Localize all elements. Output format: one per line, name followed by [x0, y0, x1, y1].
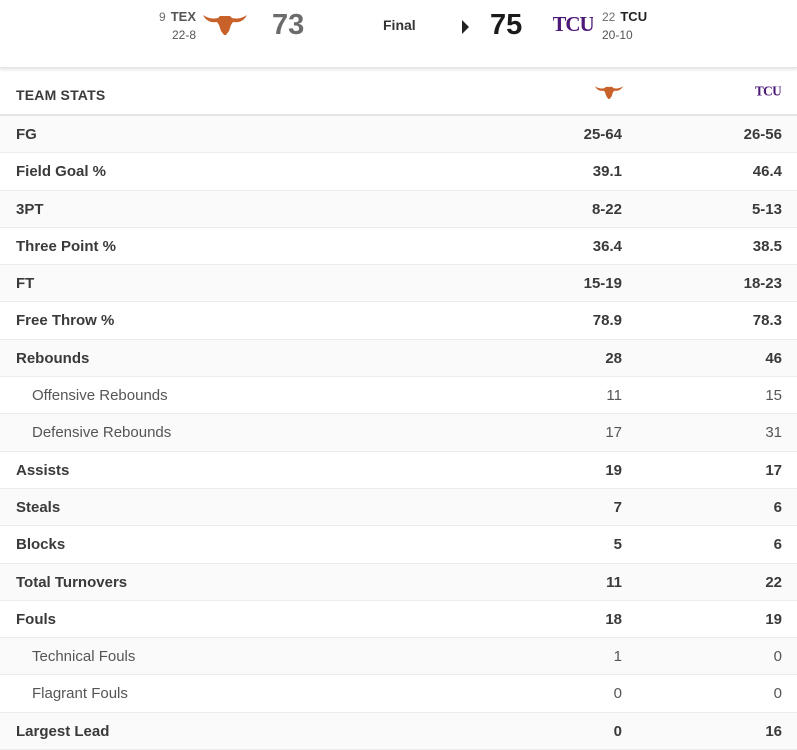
table-row: Flagrant Fouls 0 0 — [0, 675, 797, 713]
team-stats-table: TEAM STATS TCU FG 25-64 26-56 Field Goal % 3… — [0, 72, 797, 750]
stat-label: Free Throw % — [16, 312, 115, 330]
home-team-score: 75 — [490, 9, 523, 41]
away-stat-value: 78.9 — [592, 312, 622, 330]
table-header: TEAM STATS TCU — [0, 72, 797, 116]
away-stat-value: 11 — [606, 573, 622, 591]
stat-label: Three Point % — [16, 237, 117, 255]
away-stat-value: 7 — [613, 498, 622, 516]
scoreboard-header: 9 TEX 22-8 73 Final 75 TCU 22 TCU 20-10 — [0, 0, 797, 68]
away-stat-value: 1 — [613, 648, 622, 666]
away-stat-value: 36.4 — [592, 237, 622, 255]
home-stat-value: 0 — [773, 685, 782, 703]
away-stat-value: 28 — [605, 349, 622, 367]
home-stat-value: 18-23 — [743, 275, 782, 293]
away-team-record: 22-8 — [171, 28, 196, 42]
stat-label: Technical Fouls — [32, 648, 136, 666]
home-stat-value: 26-56 — [743, 126, 782, 143]
away-stat-value: 5 — [613, 536, 622, 554]
table-row: Total Turnovers 11 22 — [0, 563, 797, 601]
home-stat-value: 22 — [765, 573, 782, 591]
game-status: Final — [383, 17, 416, 33]
away-stat-value: 39.1 — [592, 163, 622, 181]
longhorn-icon — [595, 86, 623, 99]
table-row: Fouls 18 19 — [0, 601, 797, 639]
home-stat-value: 6 — [773, 536, 782, 554]
table-row: Free Throw % 78.9 78.3 — [0, 302, 797, 340]
stat-label: 3PT — [16, 200, 44, 218]
table-row: Three Point % 36.4 38.5 — [0, 228, 797, 266]
home-team-rank: 22 — [602, 10, 616, 24]
stats-rows: FG 25-64 26-56 Field Goal % 39.1 46.4 3PT 8-22 5… — [0, 116, 797, 750]
table-row: FT 15-19 18-23 — [0, 265, 797, 303]
away-stat-value: 0 — [613, 722, 622, 740]
stat-label: Rebounds — [16, 349, 90, 367]
table-row: Assists 19 17 — [0, 452, 797, 489]
home-stat-value: 17 — [765, 461, 782, 479]
home-stat-value: 16 — [765, 722, 782, 740]
away-stat-value: 11 — [606, 387, 622, 405]
home-team-record: 20-10 — [602, 28, 633, 42]
away-team-score: 73 — [272, 9, 305, 41]
svg-text:TCU: TCU — [553, 13, 593, 35]
svg-text:TCU: TCU — [755, 84, 781, 98]
home-stat-value: 0 — [773, 648, 782, 666]
away-stat-value: 0 — [613, 685, 622, 703]
winner-arrow-icon — [462, 20, 469, 34]
stat-label: Defensive Rebounds — [32, 424, 172, 442]
home-stat-value: 31 — [765, 424, 782, 442]
stat-label: FG — [16, 126, 37, 143]
stat-label: Field Goal % — [16, 163, 107, 181]
stat-label: FT — [16, 275, 35, 293]
away-stat-value: 18 — [605, 610, 622, 628]
home-stat-value: 46 — [765, 349, 782, 367]
home-team-abbr[interactable]: TCU — [620, 9, 648, 24]
home-team-info[interactable]: 22 TCU 20-10 — [602, 8, 672, 44]
table-row: Blocks 5 6 — [0, 526, 797, 564]
home-stat-value: 5-13 — [751, 200, 782, 218]
table-row: Largest Lead 0 16 — [0, 712, 797, 750]
stat-label: Largest Lead — [16, 722, 110, 740]
away-team-abbr[interactable]: TEX — [170, 9, 196, 24]
away-team-rank: 9 — [159, 10, 166, 24]
away-stat-value: 17 — [605, 424, 622, 442]
tcu-logo-icon[interactable]: TCU — [553, 13, 593, 35]
away-stat-value: 25-64 — [583, 126, 622, 143]
away-stat-value: 15-19 — [583, 275, 622, 293]
away-team-info[interactable]: 9 TEX 22-8 — [140, 8, 196, 44]
table-title: TEAM STATS — [16, 87, 106, 103]
stat-label: Flagrant Fouls — [32, 685, 128, 703]
table-row: Rebounds 28 46 — [0, 339, 797, 378]
tcu-logo-icon: TCU — [755, 84, 781, 98]
table-row: Field Goal % 39.1 46.4 — [0, 153, 797, 191]
home-stat-value: 46.4 — [752, 163, 782, 181]
table-row: Technical Fouls 1 0 — [0, 638, 797, 676]
away-stat-value: 19 — [605, 461, 622, 479]
home-stat-value: 78.3 — [752, 312, 782, 330]
home-stat-value: 38.5 — [752, 237, 782, 255]
away-stat-value: 8-22 — [591, 200, 622, 218]
home-stat-value: 19 — [765, 610, 782, 628]
longhorn-icon[interactable] — [203, 12, 247, 36]
table-row: Steals 7 6 — [0, 488, 797, 527]
stat-label: Blocks — [16, 536, 66, 554]
stat-label: Total Turnovers — [16, 573, 128, 591]
table-row: Defensive Rebounds 17 31 — [0, 414, 797, 452]
home-stat-value: 6 — [773, 498, 782, 516]
stat-label: Offensive Rebounds — [32, 387, 168, 405]
home-stat-value: 15 — [765, 387, 782, 405]
stat-label: Steals — [16, 498, 61, 516]
table-row: Offensive Rebounds 11 15 — [0, 377, 797, 415]
table-row: FG 25-64 26-56 — [0, 116, 797, 154]
stat-label: Assists — [16, 461, 70, 479]
stat-label: Fouls — [16, 610, 56, 628]
table-row: 3PT 8-22 5-13 — [0, 190, 797, 228]
